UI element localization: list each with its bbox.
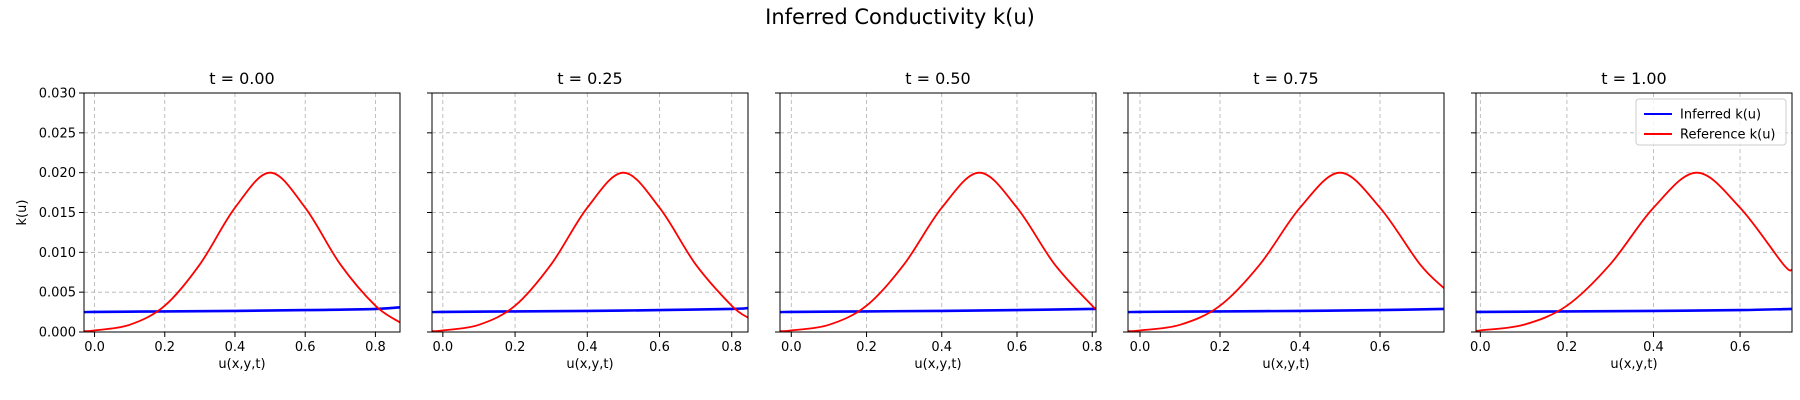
subplot-2: 0.0 0.2 0.4 0.6 0.8 t = 0.25 u(x,y,t) [427, 69, 749, 372]
axes-frame [1475, 92, 1793, 333]
x-tick-label: 0.0 [781, 340, 802, 355]
legend-label: Inferred k(u) [1680, 108, 1761, 123]
y-tick-label: 0.025 [39, 126, 76, 141]
reference-k-line [432, 171, 748, 332]
subplot-4: 0.0 0.2 0.4 0.6 t = 0.75 u(x,y,t) [1123, 69, 1445, 372]
y-tick-label: 0.000 [39, 326, 76, 341]
inferred-k-line [84, 306, 400, 314]
x-tick-label: 0.6 [1730, 340, 1751, 355]
x-tick-label: 0.2 [154, 340, 175, 355]
y-tick-label: 0.010 [39, 246, 76, 261]
x-tick-label: 0.4 [931, 340, 952, 355]
subplot-title: t = 0.75 [1253, 69, 1318, 88]
axes-frame [431, 92, 749, 333]
x-tick-label: 0.2 [856, 340, 877, 355]
subplots: 0.0 0.2 0.4 0.6 0.8 0.000 0.005 0.010 0.015 0.020… [15, 69, 1793, 372]
x-axis-label: u(x,y,t) [218, 357, 265, 372]
legend-box [1635, 98, 1787, 146]
reference-k-line [780, 171, 1096, 332]
axes-frame [1127, 92, 1445, 333]
figure-title: Inferred Conductivity k(u) [765, 5, 1035, 29]
y-tick-label: 0.020 [39, 166, 76, 181]
subplot-1: 0.0 0.2 0.4 0.6 0.8 0.000 0.005 0.010 0.015 0.020… [15, 69, 401, 372]
x-axis-label: u(x,y,t) [914, 357, 961, 372]
legend: Inferred k(u) Reference k(u) [1635, 98, 1787, 146]
subplot-title: t = 0.25 [557, 69, 622, 88]
subplot-title: t = 0.00 [209, 69, 274, 88]
x-axis-label: u(x,y,t) [1610, 357, 1657, 372]
subplot-5: 0.0 0.2 0.4 0.6 t = 1.00 u(x,y,t) Inferred k(u… [1470, 69, 1793, 372]
reference-k-line [1128, 171, 1444, 332]
inferred-k-line [432, 306, 748, 314]
x-tick-label: 0.4 [1643, 340, 1664, 355]
x-tick-label: 0.0 [432, 340, 453, 355]
x-tick-label: 0.6 [1007, 340, 1028, 355]
y-tick-label: 0.015 [39, 206, 76, 221]
subplot-title: t = 1.00 [1601, 69, 1666, 88]
x-axis-label: u(x,y,t) [566, 357, 613, 372]
y-tick-label: 0.005 [39, 286, 76, 301]
x-tick-label: 0.0 [1470, 340, 1491, 355]
x-tick-label: 0.6 [649, 340, 670, 355]
inferred-k-line [1476, 307, 1792, 314]
x-tick-label: 0.4 [225, 340, 246, 355]
axes-frame [779, 92, 1097, 333]
x-tick-label: 0.2 [505, 340, 526, 355]
x-tick-label: 0.6 [1370, 340, 1391, 355]
x-tick-label: 0.0 [1130, 340, 1151, 355]
subplot-title: t = 0.50 [905, 69, 970, 88]
axes-frame [83, 92, 401, 333]
y-tick-label: 0.030 [39, 87, 76, 102]
x-tick-label: 0.4 [577, 340, 598, 355]
x-tick-label: 0.8 [1082, 340, 1103, 355]
x-tick-label: 0.8 [721, 340, 742, 355]
x-tick-label: 0.2 [1557, 340, 1578, 355]
x-axis-label: u(x,y,t) [1262, 357, 1309, 372]
x-tick-label: 0.8 [365, 340, 386, 355]
x-tick-label: 0.4 [1290, 340, 1311, 355]
x-tick-label: 0.0 [84, 340, 105, 355]
subplot-3: 0.0 0.2 0.4 0.6 0.8 t = 0.50 u(x,y,t) [775, 69, 1103, 372]
x-tick-label: 0.6 [295, 340, 316, 355]
inferred-k-line [780, 306, 1096, 314]
reference-k-line [84, 171, 400, 332]
reference-k-line [1476, 171, 1792, 332]
inferred-k-line [1128, 307, 1444, 314]
legend-label: Reference k(u) [1680, 128, 1776, 143]
x-tick-label: 0.2 [1210, 340, 1231, 355]
y-axis-label: k(u) [15, 200, 30, 226]
